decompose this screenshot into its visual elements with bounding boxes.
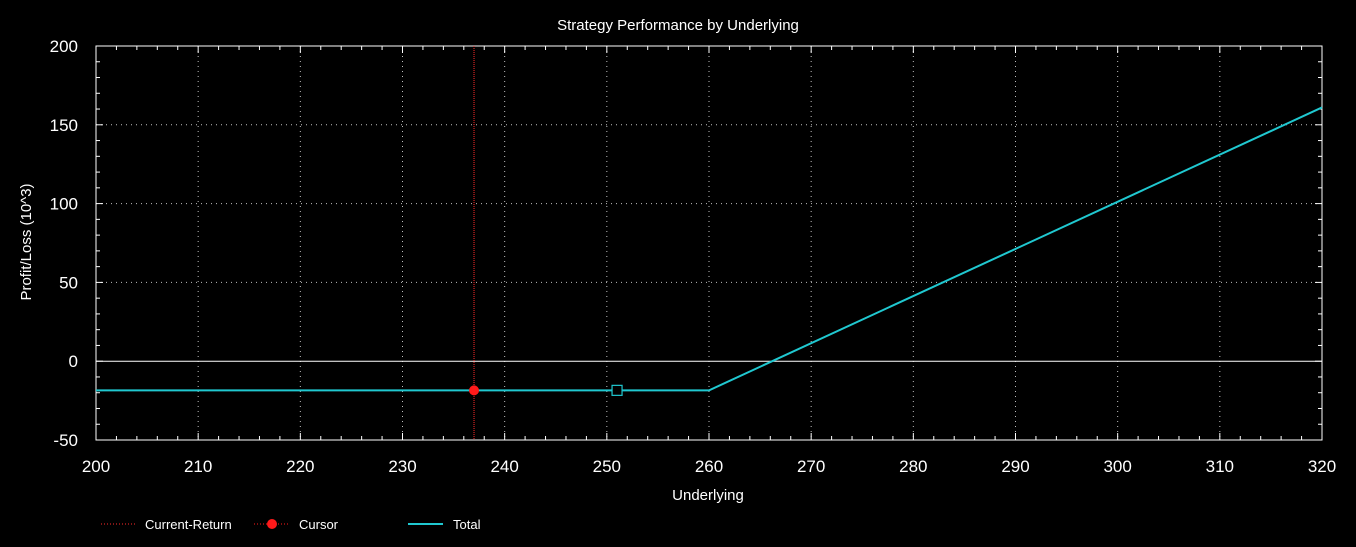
x-tick-label: 270 bbox=[797, 457, 825, 476]
y-tick-label: 0 bbox=[69, 352, 78, 371]
y-tick-label: 100 bbox=[50, 195, 78, 214]
square-marker bbox=[611, 384, 623, 396]
y-tick-label: 150 bbox=[50, 116, 78, 135]
x-tick-label: 240 bbox=[490, 457, 518, 476]
series-line-total bbox=[96, 106, 1323, 392]
x-tick-label: 280 bbox=[899, 457, 927, 476]
plot-frame bbox=[95, 45, 1323, 441]
x-tick-label: 220 bbox=[286, 457, 314, 476]
y-tick-label: 50 bbox=[59, 273, 78, 292]
x-tick-label: 230 bbox=[388, 457, 416, 476]
x-axis-label: Underlying bbox=[672, 487, 744, 504]
x-tick-label: 290 bbox=[1001, 457, 1029, 476]
legend-cursor-swatch-dot bbox=[267, 519, 277, 529]
cursor-dot bbox=[469, 385, 480, 396]
legend-total-label: Total bbox=[453, 517, 481, 532]
x-tick-label: 250 bbox=[593, 457, 621, 476]
grid-layer bbox=[96, 46, 1322, 440]
legend: Current-Return Cursor Total bbox=[101, 517, 481, 532]
x-tick-label: 210 bbox=[184, 457, 212, 476]
tick-labels-layer: 200 210 220 230 240 250 260 270 280 290 300 310 320 -… bbox=[50, 37, 1337, 476]
x-tick-label: 300 bbox=[1103, 457, 1131, 476]
series-layer bbox=[96, 46, 1323, 440]
chart-title: Strategy Performance by Underlying bbox=[557, 17, 799, 34]
legend-cursor-label: Cursor bbox=[299, 517, 339, 532]
axes-layer bbox=[95, 45, 1323, 441]
y-tick-label: 200 bbox=[50, 37, 78, 56]
x-tick-label: 260 bbox=[695, 457, 723, 476]
x-tick-label: 320 bbox=[1308, 457, 1336, 476]
y-tick-label: -50 bbox=[53, 431, 78, 450]
x-tick-label: 200 bbox=[82, 457, 110, 476]
legend-current-return-label: Current-Return bbox=[145, 517, 232, 532]
x-tick-label: 310 bbox=[1206, 457, 1234, 476]
y-axis-label: Profit/Loss (10^3) bbox=[18, 183, 35, 300]
